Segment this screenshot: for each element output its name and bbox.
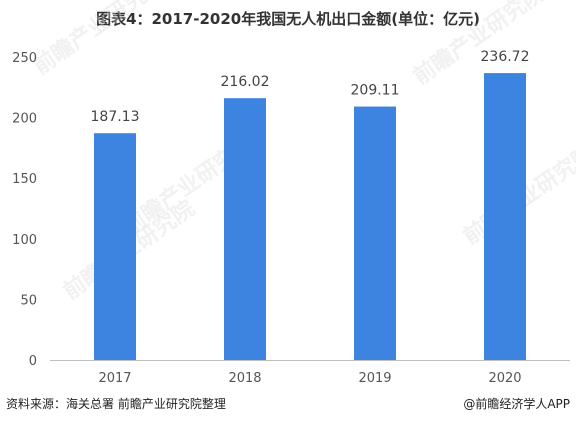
bar-2019 [354,106,396,360]
footer: 资料来源：海关总署 前瞻产业研究院整理 @前瞻经济学人APP [6,395,570,413]
watermark-text: 前瞻产业研究院 [409,0,550,90]
y-axis: 0 50 100 150 200 250 [12,51,37,369]
bar-value-label: 187.13 [91,109,140,125]
x-tick-label: 2020 [488,371,521,386]
bar-value-label: 216.02 [221,74,270,90]
x-tick-label: 2017 [98,371,131,386]
bar-2020 [484,73,526,360]
chart-title: 图表4：2017-2020年我国无人机出口金额(单位：亿元) [96,10,480,28]
y-tick-label: 0 [29,354,37,369]
bar-2017 [94,133,136,360]
bar-2018 [224,98,266,360]
bar-value-label: 209.11 [351,83,400,99]
source-note: 资料来源：海关总署 前瞻产业研究院整理 [6,397,226,411]
y-tick-label: 250 [12,51,37,66]
y-tick-label: 200 [12,112,37,127]
credit-note: @前瞻经济学人APP [463,397,570,411]
x-tick-label: 2018 [228,371,261,386]
x-axis: 2017 2018 2019 2020 [50,360,570,386]
y-tick-label: 100 [12,233,37,248]
y-tick-label: 50 [20,293,37,308]
bar-value-label: 236.72 [481,49,530,65]
watermark-text: 前瞻产业研究院 [29,0,170,80]
y-tick-label: 150 [12,172,37,187]
bar-series: 187.13 216.02 209.11 236.72 [91,49,530,360]
x-tick-label: 2019 [358,371,391,386]
